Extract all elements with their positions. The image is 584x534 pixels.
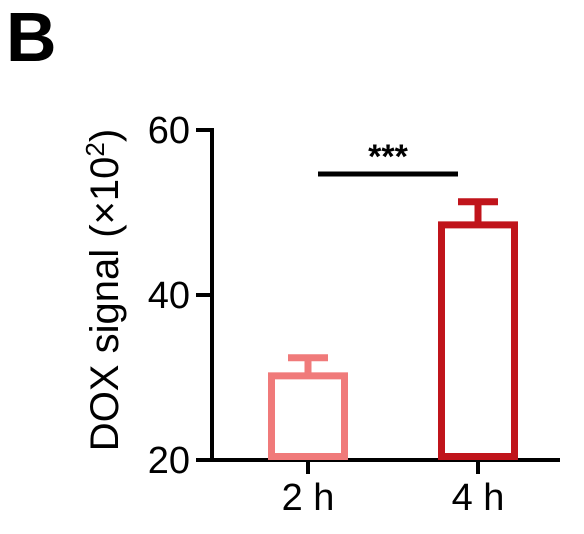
panel-label: B (6, 0, 57, 76)
y-axis-title-main: DOX signal (×10 (83, 157, 127, 452)
annotations: *** (318, 138, 458, 177)
bar (438, 221, 518, 460)
bars (268, 198, 518, 461)
y-axis: 20 40 60 (148, 110, 214, 482)
y-tick-label: 20 (148, 440, 190, 482)
y-axis-title-close: ) (83, 129, 127, 142)
x-tick-label: 4 h (452, 477, 505, 519)
y-axis-title: DOX signal (×102) (80, 129, 127, 451)
y-axis-title-sup: 2 (80, 142, 110, 156)
x-tick-label: 2 h (282, 477, 335, 519)
y-tick-label: 60 (148, 110, 190, 152)
significance-stars: *** (368, 138, 408, 176)
x-axis: 2 h 4 h (210, 458, 560, 519)
bar (268, 372, 348, 461)
y-tick-label: 40 (148, 275, 190, 317)
